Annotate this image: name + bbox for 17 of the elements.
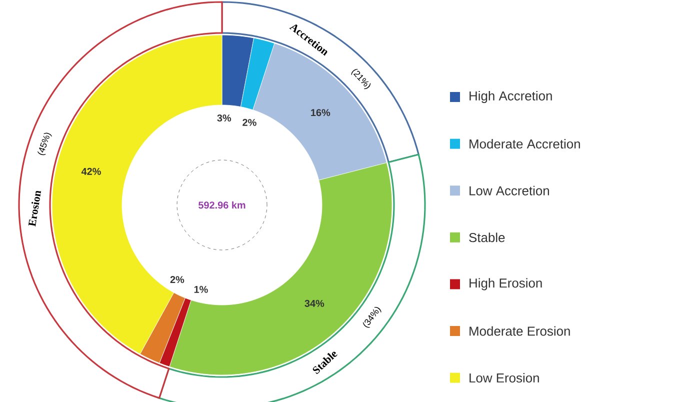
data-label: (45%) bbox=[38, 132, 52, 156]
legend-label: High Erosion bbox=[470, 278, 542, 290]
data-label: 34% bbox=[304, 300, 324, 307]
legend-label: Moderate Erosion bbox=[470, 326, 570, 336]
data-label: 3% bbox=[217, 114, 232, 122]
legend-label: Moderate Accretion bbox=[470, 139, 580, 149]
legend-label: Low Accretion bbox=[470, 186, 549, 196]
text: 592.96 km bbox=[198, 201, 246, 209]
legend-label: Low Erosion bbox=[470, 373, 539, 383]
data-label: 16% bbox=[311, 109, 330, 116]
data-label: 2% bbox=[170, 276, 184, 284]
legend-label: High Accretion bbox=[470, 90, 552, 104]
data-label: 42% bbox=[81, 168, 101, 175]
legend-label: Stable bbox=[469, 232, 505, 242]
data-label: 1% bbox=[194, 286, 208, 293]
slice-label: Erosion bbox=[28, 190, 42, 227]
data-label: 2% bbox=[242, 118, 256, 126]
